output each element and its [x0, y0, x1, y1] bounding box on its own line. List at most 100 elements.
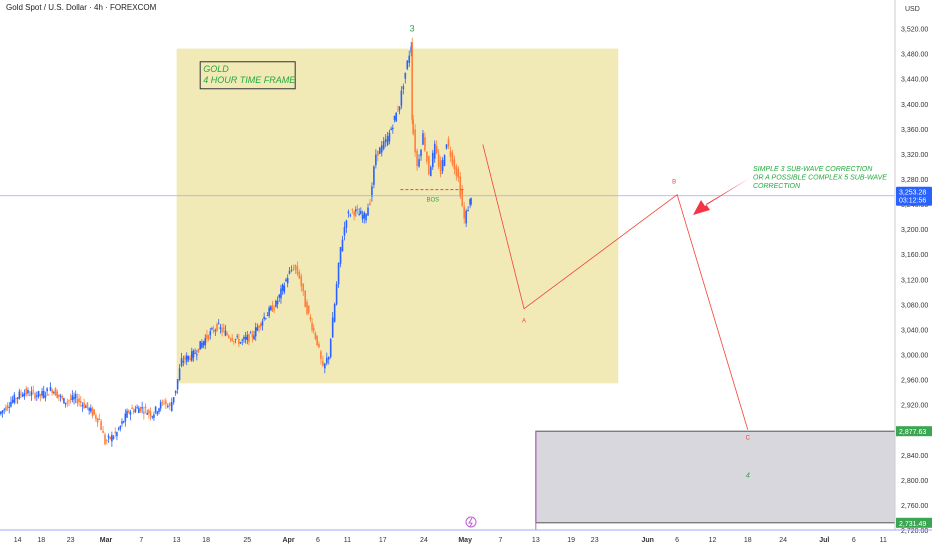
candle-body [139, 407, 142, 412]
candle-body [327, 356, 330, 360]
candle-body [283, 285, 286, 293]
candle-body [414, 129, 416, 153]
x-tick-label: 13 [532, 537, 540, 544]
candle-body [226, 333, 228, 335]
candle-body [318, 343, 320, 348]
candle-body [86, 402, 89, 408]
candle-body [285, 279, 287, 282]
x-tick-label: 23 [67, 537, 75, 544]
candle-body [6, 405, 9, 409]
candle-body [13, 394, 16, 404]
candle-body [8, 407, 11, 409]
candle-body [214, 330, 217, 332]
candle-body [408, 55, 411, 63]
x-tick-label: 25 [243, 537, 251, 544]
candle-body [345, 220, 348, 228]
lightning-icon[interactable] [465, 516, 477, 528]
candle-body [221, 328, 223, 333]
x-tick-label: 6 [675, 537, 679, 544]
current-price-tag [896, 186, 932, 206]
candle-body [184, 356, 186, 360]
candle-body [194, 353, 196, 354]
x-tick-label: 12 [709, 537, 717, 544]
candle-body [98, 418, 101, 420]
candle-body [202, 341, 205, 346]
candle-body [307, 305, 310, 313]
candle-body [163, 403, 165, 405]
candle-body [351, 209, 354, 210]
candle-body [53, 392, 55, 393]
candle-body [439, 160, 442, 175]
annotation-arrow [693, 178, 750, 215]
candle-body [84, 406, 87, 408]
box-label-line2: 4 HOUR TIME FRAME [203, 75, 296, 85]
candle-body [302, 283, 305, 292]
candle-body [41, 391, 43, 396]
candle-body [127, 410, 130, 413]
target-zone [535, 430, 896, 524]
candle-body [182, 360, 185, 363]
candle-body [377, 150, 379, 156]
candle-body [158, 408, 160, 413]
candle-body [288, 270, 291, 274]
candle-body [121, 421, 123, 424]
lightning-bolt-glyph [468, 517, 473, 528]
candle-body [261, 321, 264, 326]
y-tick-label: 3,280.00 [901, 177, 928, 184]
candle-body [204, 338, 207, 346]
x-tick-label: 7 [139, 537, 143, 544]
x-tick-label: 11 [880, 537, 887, 544]
candle-body [331, 317, 334, 338]
symbol-title[interactable]: Gold Spot / U.S. Dollar · 4h · FOREXCOM [6, 3, 157, 12]
y-tick-label: 3,040.00 [901, 327, 928, 334]
candle-body [268, 307, 270, 316]
y-tick-label: 2,720.00 [901, 528, 928, 535]
candle-body [178, 368, 181, 381]
candle-body [373, 166, 375, 185]
candle-body [129, 411, 132, 415]
candle-body [294, 264, 297, 270]
candle-body [422, 133, 424, 145]
y-tick-label: 3,120.00 [901, 277, 928, 284]
candle-body [217, 323, 220, 325]
candle-body [74, 394, 77, 399]
candle-body [375, 154, 377, 166]
currency-label[interactable]: USD [905, 6, 920, 13]
candle-body [151, 416, 154, 418]
candle-body [107, 435, 110, 438]
candle-body [244, 337, 247, 340]
candle-body [306, 301, 308, 314]
x-tick-label: 14 [14, 537, 22, 544]
candle-body [281, 284, 284, 291]
candle-body [278, 294, 281, 298]
candle-body [380, 145, 383, 153]
candle-body [451, 152, 454, 165]
candle-body [15, 398, 17, 400]
candle-body [64, 402, 67, 405]
candle-body [199, 341, 201, 350]
y-tick-label: 3,080.00 [901, 302, 928, 309]
candle-body [258, 325, 260, 328]
candle-body [400, 90, 403, 106]
y-tick-label: 3,520.00 [901, 27, 928, 34]
candle-body [455, 166, 458, 177]
candle-body [251, 334, 254, 338]
candle-body [42, 390, 45, 398]
candle-body [241, 339, 244, 341]
y-tick-label: 2,760.00 [901, 503, 928, 510]
candle-body [112, 436, 115, 439]
candle-body [290, 269, 293, 271]
candle-body [469, 198, 471, 205]
candle-body [219, 327, 222, 329]
candle-body [445, 144, 448, 149]
candle-body [312, 328, 315, 331]
candle-body [360, 211, 362, 215]
candle-body [265, 318, 267, 320]
candle-body [206, 334, 208, 339]
candle-body [398, 106, 401, 111]
annotation-line-1: SIMPLE 3 SUB-WAVE CORRECTION [753, 166, 873, 173]
annotation-line-2: OR A POSSIBLE COMPLEX 5 SUB-WAVE [753, 175, 887, 182]
wave-label-3: 3 [410, 24, 415, 34]
candle-body [363, 212, 366, 219]
